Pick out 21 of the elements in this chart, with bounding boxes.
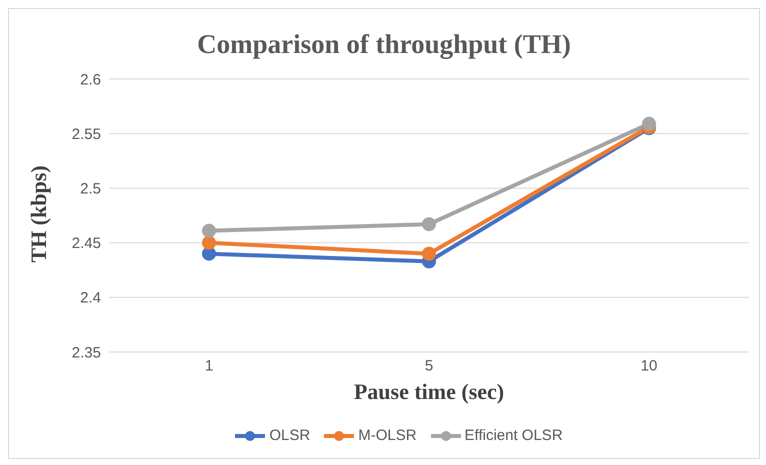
point — [202, 246, 216, 261]
y-tick-label: 2.4 — [80, 290, 101, 307]
y-tick-label: 2.45 — [72, 235, 101, 252]
chart-title: Comparison of throughput (TH) — [197, 29, 571, 59]
legend-label: OLSR — [269, 427, 310, 444]
point — [642, 116, 656, 131]
point — [202, 224, 216, 238]
x-axis-title: Pause time (sec) — [354, 379, 504, 404]
legend-label: M-OLSR — [358, 427, 417, 444]
x-tick-label: 10 — [640, 358, 658, 375]
y-tick-label: 2.6 — [80, 71, 101, 88]
y-tick-label: 2.35 — [72, 344, 101, 362]
point — [422, 246, 436, 261]
legend-label: Efficient OLSR — [464, 427, 563, 444]
point — [202, 236, 216, 250]
y-tick-label: 2.55 — [72, 126, 101, 143]
y-axis-title: TH (kbps) — [26, 165, 51, 263]
x-tick-label: 1 — [204, 358, 214, 375]
y-tick-label: 2.5 — [80, 180, 101, 198]
x-tick-label: 5 — [424, 358, 434, 375]
point — [422, 217, 436, 232]
